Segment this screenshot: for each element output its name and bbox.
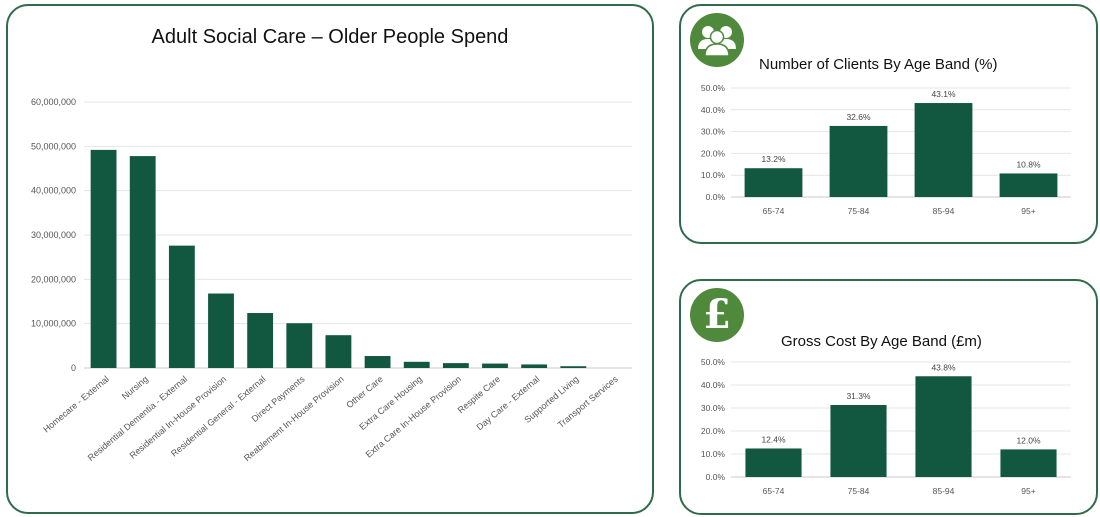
x-category-label: 85-94 — [933, 206, 955, 216]
bar-9 — [442, 363, 469, 368]
cost-bar-chart: 0.0% 10.0% 20.0% 30.0% 40.0% 50.0% 12.4% 65-74 3… — [701, 357, 1071, 496]
bar-7 — [364, 356, 391, 368]
x-category-label: 75-84 — [848, 486, 870, 496]
y-tick-label: 30,000,000 — [31, 230, 76, 240]
bar-1 — [129, 156, 156, 368]
x-category-label: 75-84 — [848, 206, 870, 216]
bar-1 — [830, 405, 887, 477]
x-category-label: 65-74 — [763, 206, 785, 216]
bar-10 — [482, 363, 508, 368]
bar-6 — [325, 335, 352, 368]
y-tick-label: 10.0% — [701, 170, 726, 180]
bar-2 — [915, 376, 972, 477]
data-label: 12.4% — [761, 434, 786, 444]
y-tick-label: 50.0% — [701, 357, 726, 367]
x-category-label: 85-94 — [933, 486, 955, 496]
bar-4 — [247, 313, 274, 368]
data-label: 43.1% — [931, 89, 956, 99]
x-category-label: Other Care — [344, 374, 385, 410]
y-tick-label: 0.0% — [706, 472, 726, 482]
bar-5 — [286, 323, 313, 368]
bar-11 — [521, 364, 548, 368]
bar-3 — [999, 173, 1058, 197]
pound-glyph: £ — [703, 291, 731, 338]
people-group-icon — [690, 13, 744, 67]
data-label: 43.8% — [931, 362, 956, 372]
data-label: 32.6% — [846, 112, 871, 122]
y-tick-label: 0 — [71, 363, 76, 373]
y-tick-label: 20,000,000 — [31, 274, 76, 284]
x-category-label: 95+ — [1021, 486, 1035, 496]
bar-0 — [90, 149, 117, 368]
y-tick-label: 40.0% — [701, 105, 726, 115]
bar-2 — [168, 245, 195, 368]
bar-2 — [914, 103, 973, 197]
bar-0 — [744, 168, 803, 197]
data-label: 31.3% — [846, 391, 871, 401]
gross-cost-by-age-panel: £ Gross Cost By Age Band (£m) 0.0% 10.0% 2… — [679, 279, 1098, 515]
x-category-label: Homecare - External — [41, 374, 111, 435]
y-tick-label: 30.0% — [701, 403, 726, 413]
spend-bar-chart: 0 10,000,000 20,000,000 30,000,000 40,000,00… — [31, 97, 632, 463]
x-category-label: 95+ — [1021, 206, 1035, 216]
y-tick-label: 20.0% — [701, 148, 726, 158]
bar-12 — [560, 366, 587, 368]
bar-3 — [208, 293, 234, 368]
y-tick-label: 20.0% — [701, 426, 726, 436]
bar-8 — [403, 361, 430, 368]
clients-by-age-panel: Number of Clients By Age Band (%) 0.0% 10… — [679, 4, 1098, 244]
y-tick-label: 10.0% — [701, 449, 726, 459]
x-category-label: Nursing — [120, 374, 150, 402]
data-label: 12.0% — [1016, 435, 1041, 445]
older-people-spend-panel: Adult Social Care – Older People Spend 0… — [6, 4, 654, 514]
bar-1 — [829, 125, 888, 197]
bar-0 — [745, 448, 802, 477]
pound-sign-icon: £ — [690, 288, 744, 342]
y-tick-label: 40,000,000 — [31, 186, 76, 196]
cost-chart-title: Gross Cost By Age Band (£m) — [781, 333, 982, 350]
clients-chart-title: Number of Clients By Age Band (%) — [759, 56, 998, 73]
y-tick-label: 10,000,000 — [31, 319, 76, 329]
y-tick-label: 50.0% — [701, 83, 726, 93]
data-label: 10.8% — [1016, 159, 1041, 169]
y-tick-label: 0.0% — [706, 192, 726, 202]
spend-chart-title: Adult Social Care – Older People Spend — [151, 26, 509, 48]
y-tick-label: 30.0% — [701, 127, 726, 137]
clients-bar-chart: 0.0% 10.0% 20.0% 30.0% 40.0% 50.0% 13.2% 65-74 3… — [701, 83, 1071, 216]
x-category-label: 65-74 — [763, 486, 785, 496]
bar-3 — [1000, 449, 1057, 477]
y-tick-label: 60,000,000 — [31, 97, 76, 107]
y-tick-label: 40.0% — [701, 380, 726, 390]
y-tick-label: 50,000,000 — [31, 141, 76, 151]
data-label: 13.2% — [761, 154, 786, 164]
